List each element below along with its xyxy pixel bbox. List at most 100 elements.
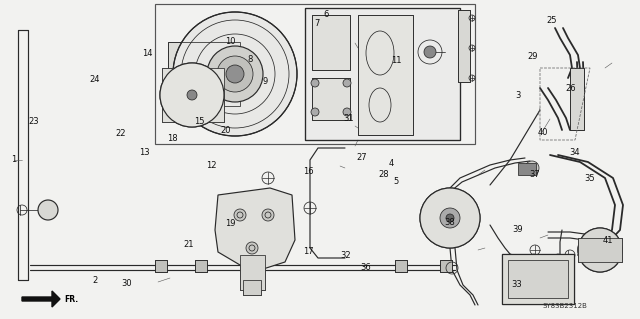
Text: 1: 1 xyxy=(12,155,17,164)
Text: 7: 7 xyxy=(314,19,319,28)
Circle shape xyxy=(578,228,622,272)
Bar xyxy=(312,78,350,120)
Circle shape xyxy=(217,56,253,92)
Bar xyxy=(155,260,167,272)
Circle shape xyxy=(226,65,244,83)
Text: 29: 29 xyxy=(527,52,538,61)
Circle shape xyxy=(446,214,454,222)
Text: 16: 16 xyxy=(303,167,314,176)
Circle shape xyxy=(420,188,480,248)
Circle shape xyxy=(262,209,274,221)
Text: FR.: FR. xyxy=(64,294,78,303)
Bar xyxy=(570,68,584,130)
Bar xyxy=(440,260,452,272)
Text: SY83B2312B: SY83B2312B xyxy=(543,303,588,309)
Bar xyxy=(155,260,167,272)
Text: 33: 33 xyxy=(512,280,522,289)
Text: 37: 37 xyxy=(529,170,540,179)
Bar xyxy=(570,68,584,130)
Circle shape xyxy=(173,12,297,136)
Text: 18: 18 xyxy=(168,134,178,143)
Text: 26: 26 xyxy=(566,84,576,93)
Text: 6: 6 xyxy=(324,10,329,19)
Text: 17: 17 xyxy=(303,247,314,256)
Bar xyxy=(155,4,475,144)
Bar xyxy=(358,15,413,135)
Text: 39: 39 xyxy=(512,225,522,234)
Bar xyxy=(578,238,622,262)
Text: 13: 13 xyxy=(139,148,149,157)
Text: 5: 5 xyxy=(393,177,398,186)
Text: 40: 40 xyxy=(538,128,548,137)
Text: 35: 35 xyxy=(585,174,595,182)
Text: 9: 9 xyxy=(263,77,268,86)
Circle shape xyxy=(160,63,224,127)
Text: 19: 19 xyxy=(225,219,236,228)
Bar xyxy=(395,260,407,272)
Text: 41: 41 xyxy=(603,236,613,245)
Bar xyxy=(162,68,224,122)
Circle shape xyxy=(38,200,58,220)
Text: 3: 3 xyxy=(516,91,521,100)
Text: 8: 8 xyxy=(247,55,252,63)
Text: 34: 34 xyxy=(570,148,580,157)
Circle shape xyxy=(311,108,319,116)
Circle shape xyxy=(343,79,351,87)
Text: 20: 20 xyxy=(220,126,230,135)
Text: 15: 15 xyxy=(195,117,205,126)
Bar xyxy=(240,255,265,290)
Circle shape xyxy=(187,90,197,100)
Bar xyxy=(195,260,207,272)
Bar xyxy=(502,254,574,304)
Circle shape xyxy=(311,79,319,87)
Bar xyxy=(502,254,574,304)
Bar xyxy=(395,260,407,272)
Text: 12: 12 xyxy=(206,161,216,170)
Bar xyxy=(162,68,224,122)
Text: 23: 23 xyxy=(28,117,38,126)
Text: 14: 14 xyxy=(142,49,152,58)
Bar xyxy=(168,42,240,106)
Text: 2: 2 xyxy=(92,276,97,285)
Circle shape xyxy=(207,46,263,102)
Text: 11: 11 xyxy=(392,56,402,65)
Text: 38: 38 xyxy=(444,218,454,227)
Text: 28: 28 xyxy=(379,170,389,179)
Bar xyxy=(195,260,207,272)
Bar xyxy=(312,15,350,70)
Polygon shape xyxy=(22,291,60,307)
Bar xyxy=(312,15,350,70)
Text: 24: 24 xyxy=(90,75,100,84)
Circle shape xyxy=(424,46,436,58)
Bar xyxy=(508,260,568,298)
Bar xyxy=(458,10,470,82)
Text: 4: 4 xyxy=(389,159,394,168)
Bar xyxy=(508,260,568,298)
Bar xyxy=(312,78,350,120)
Circle shape xyxy=(525,161,539,175)
Bar xyxy=(358,15,413,135)
Text: 25: 25 xyxy=(547,16,557,25)
Text: 27: 27 xyxy=(356,153,367,162)
Bar xyxy=(305,8,460,140)
Circle shape xyxy=(440,208,460,228)
Text: 10: 10 xyxy=(225,37,236,46)
Bar xyxy=(518,163,536,175)
Circle shape xyxy=(246,242,258,254)
Text: 31: 31 xyxy=(344,114,354,122)
Bar xyxy=(240,255,265,290)
Bar xyxy=(578,238,622,262)
Bar xyxy=(440,260,452,272)
Text: 32: 32 xyxy=(340,251,351,260)
Text: 21: 21 xyxy=(184,241,194,249)
Polygon shape xyxy=(215,188,295,270)
Bar xyxy=(305,8,460,140)
Circle shape xyxy=(234,209,246,221)
Bar xyxy=(243,280,261,295)
Text: 36: 36 xyxy=(361,263,371,272)
Text: 22: 22 xyxy=(115,129,125,138)
Circle shape xyxy=(343,108,351,116)
Text: 30: 30 xyxy=(122,279,132,288)
Bar xyxy=(243,280,261,295)
Bar xyxy=(168,42,240,106)
